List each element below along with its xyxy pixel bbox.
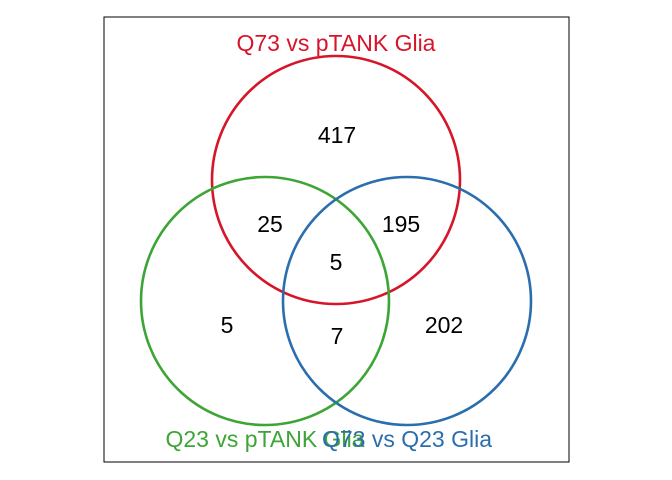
set-title-q73-vs-q23: Q73 vs Q23 Glia <box>322 426 492 452</box>
count-q23-ptank-only: 5 <box>221 312 234 338</box>
count-q23-ptank-and-q73-q23: 7 <box>331 323 344 349</box>
count-q73-ptank-and-q73-q23: 195 <box>382 211 420 237</box>
count-q73-q23-only: 202 <box>425 312 463 338</box>
set-title-q23-vs-ptank: Q23 vs pTANK Glia <box>166 426 365 452</box>
set-title-q73-vs-ptank: Q73 vs pTANK Glia <box>237 30 436 56</box>
count-q73-ptank-and-q23-ptank: 25 <box>257 211 283 237</box>
plot-frame <box>103 16 570 463</box>
set-circle-q73-vs-q23 <box>281 175 533 427</box>
set-circle-q23-vs-ptank <box>139 175 391 427</box>
count-q73-ptank-only: 417 <box>318 122 356 148</box>
set-circle-q73-vs-ptank <box>210 54 462 306</box>
count-all-three: 5 <box>330 249 343 275</box>
